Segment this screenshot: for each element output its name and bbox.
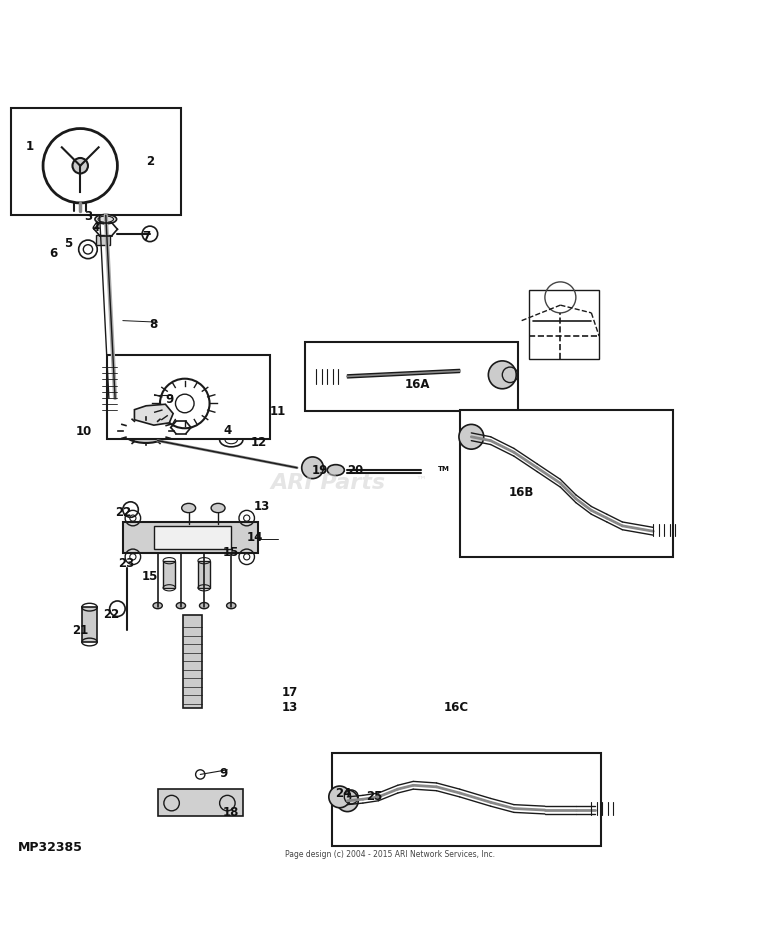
Text: 16A: 16A bbox=[404, 378, 430, 391]
Text: MP32385: MP32385 bbox=[18, 841, 83, 854]
Text: 20: 20 bbox=[347, 464, 363, 477]
Bar bbox=[198, 561, 211, 588]
Text: 6: 6 bbox=[49, 246, 57, 260]
Polygon shape bbox=[122, 522, 258, 553]
Text: 23: 23 bbox=[119, 556, 135, 570]
Text: 17: 17 bbox=[282, 686, 297, 699]
Circle shape bbox=[488, 360, 516, 389]
Text: 9: 9 bbox=[219, 767, 228, 780]
Bar bbox=[82, 607, 98, 642]
Text: 13: 13 bbox=[282, 701, 297, 714]
Ellipse shape bbox=[211, 503, 225, 513]
Bar bbox=[305, 341, 518, 411]
Text: 2: 2 bbox=[146, 155, 154, 168]
Ellipse shape bbox=[176, 603, 186, 609]
Bar bbox=[10, 108, 181, 215]
Bar bbox=[183, 615, 202, 708]
Text: 4: 4 bbox=[91, 222, 100, 234]
Ellipse shape bbox=[182, 503, 196, 513]
Bar bbox=[158, 789, 243, 816]
Text: ARI Parts: ARI Parts bbox=[271, 474, 385, 494]
Text: 14: 14 bbox=[246, 531, 263, 544]
Text: 18: 18 bbox=[223, 805, 239, 819]
Text: Page design (c) 2004 - 2015 ARI Network Services, Inc.: Page design (c) 2004 - 2015 ARI Network … bbox=[285, 850, 495, 860]
Text: 22: 22 bbox=[115, 506, 131, 519]
Circle shape bbox=[459, 424, 484, 449]
Text: 9: 9 bbox=[165, 393, 173, 406]
Text: 25: 25 bbox=[367, 790, 383, 804]
Circle shape bbox=[336, 790, 358, 811]
Polygon shape bbox=[134, 404, 173, 425]
Ellipse shape bbox=[153, 603, 162, 609]
Circle shape bbox=[302, 456, 324, 478]
Bar bbox=[108, 356, 270, 439]
Text: 10: 10 bbox=[76, 425, 92, 437]
Text: 21: 21 bbox=[72, 624, 88, 637]
Circle shape bbox=[73, 158, 88, 173]
Ellipse shape bbox=[95, 215, 117, 223]
Text: 24: 24 bbox=[335, 786, 352, 800]
Ellipse shape bbox=[122, 419, 169, 443]
Circle shape bbox=[329, 786, 350, 807]
Ellipse shape bbox=[227, 603, 236, 609]
Text: 12: 12 bbox=[250, 437, 267, 450]
Text: TM: TM bbox=[438, 466, 450, 473]
Text: 5: 5 bbox=[65, 237, 73, 250]
Bar bbox=[163, 561, 176, 588]
Bar bbox=[332, 753, 601, 845]
Text: 8: 8 bbox=[150, 318, 158, 331]
Text: 19: 19 bbox=[312, 464, 328, 477]
Text: 22: 22 bbox=[103, 609, 119, 621]
Text: 15: 15 bbox=[142, 570, 158, 583]
Ellipse shape bbox=[328, 465, 344, 476]
Text: 3: 3 bbox=[84, 209, 92, 223]
Text: 16B: 16B bbox=[509, 486, 534, 499]
Text: 15: 15 bbox=[223, 547, 239, 559]
Text: 11: 11 bbox=[270, 405, 285, 418]
Bar bbox=[530, 290, 599, 359]
Text: 1: 1 bbox=[26, 140, 34, 153]
Text: 13: 13 bbox=[254, 500, 271, 513]
Bar bbox=[459, 410, 672, 557]
Text: 7: 7 bbox=[142, 230, 150, 243]
Text: 4: 4 bbox=[223, 424, 232, 437]
Ellipse shape bbox=[200, 603, 209, 609]
Bar bbox=[96, 236, 110, 244]
Text: ™: ™ bbox=[416, 476, 427, 486]
Polygon shape bbox=[154, 526, 231, 549]
Text: 16C: 16C bbox=[443, 701, 469, 714]
